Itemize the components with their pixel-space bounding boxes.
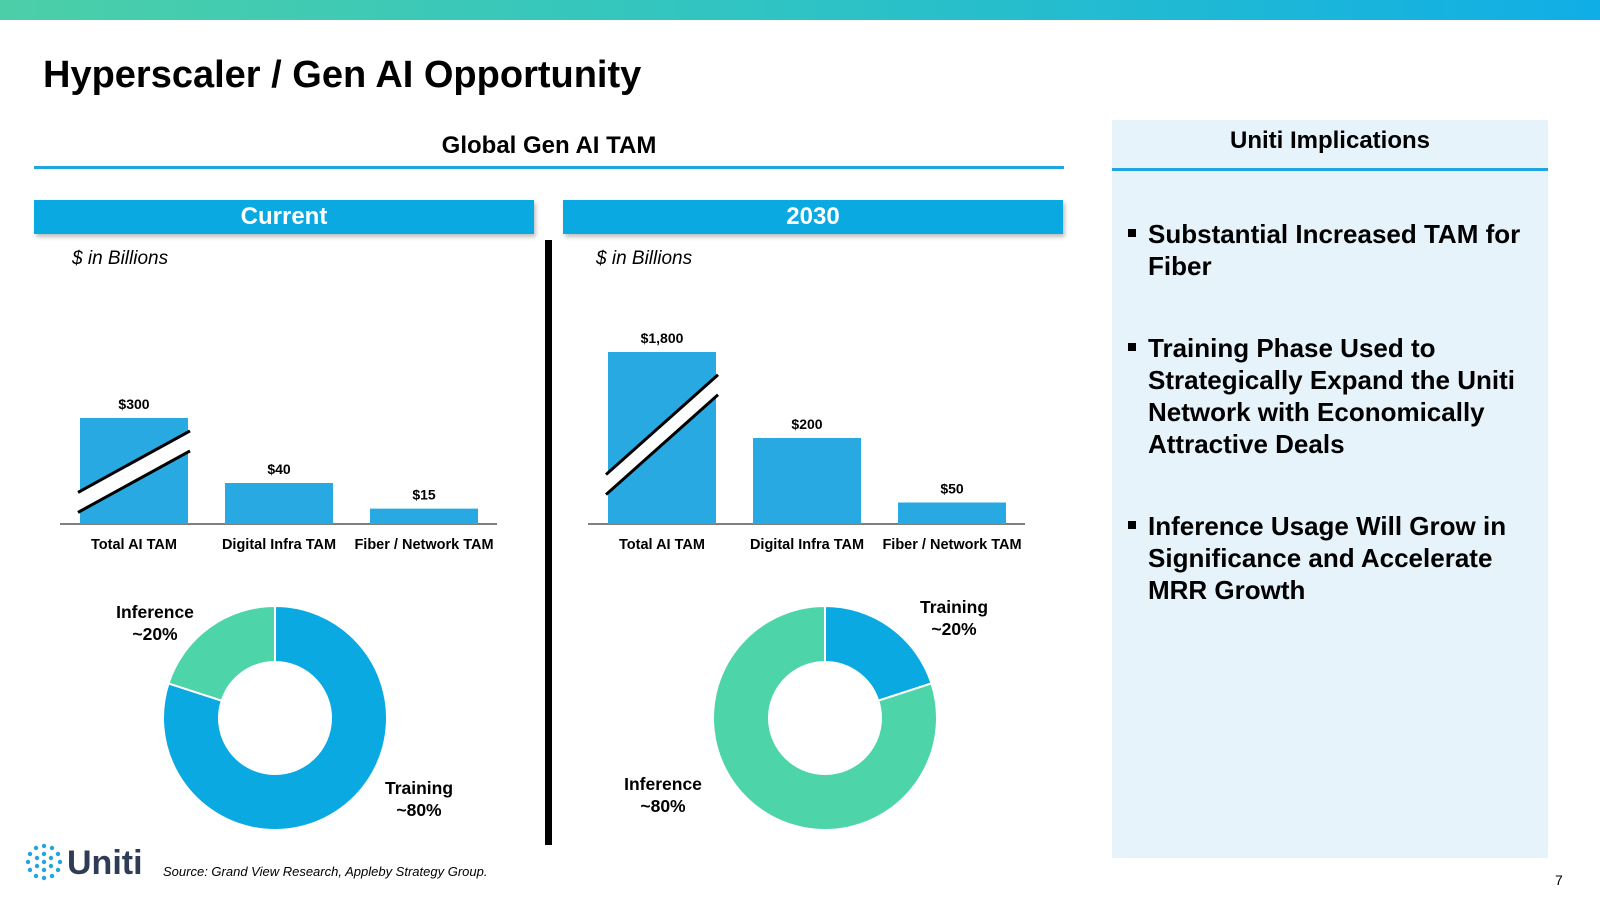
- axis-break-line: [77, 429, 191, 494]
- implication-item: Inference Usage Will Grow in Significanc…: [1128, 510, 1533, 606]
- bar-value-label: $300: [118, 396, 149, 412]
- bar-value-label: $15: [412, 487, 436, 503]
- current-bar-chart: $300 Total AI TAM $40 Digital Infra TAM $15 F…: [60, 396, 497, 553]
- implications-panel: [1112, 120, 1548, 858]
- current-donut-chart: Training~80% Inference~20%: [116, 602, 453, 831]
- category-label: Fiber / Network TAM: [354, 537, 493, 553]
- source-note: Source: Grand View Research, Appleby Str…: [163, 864, 488, 879]
- donut-slice: [167, 604, 276, 702]
- bar-value-label: $1,800: [641, 330, 684, 346]
- bullet-square-icon: [1128, 229, 1136, 237]
- implications-rule: [1112, 168, 1548, 171]
- category-label: Digital Infra TAM: [750, 537, 864, 553]
- donut-slice: [712, 604, 938, 831]
- bullet-square-icon: [1128, 521, 1136, 529]
- implication-text: Substantial Increased TAM for Fiber: [1148, 219, 1521, 281]
- axis-break-gap: [78, 430, 190, 513]
- bar: [753, 438, 861, 524]
- axis-break-line: [605, 373, 719, 476]
- axis-break-line: [605, 393, 719, 496]
- page-number: 7: [1555, 872, 1563, 888]
- bullet-square-icon: [1128, 343, 1136, 351]
- donut-slice-name: Training: [920, 597, 988, 617]
- axis-break-line: [77, 449, 191, 514]
- implication-text: Training Phase Used to Strategically Exp…: [1148, 333, 1515, 459]
- donut-slice: [824, 604, 933, 702]
- bar-value-label: $40: [267, 461, 291, 477]
- donut-slice: [162, 604, 388, 831]
- uniti-logo-icon: [25, 843, 63, 881]
- category-label: Fiber / Network TAM: [882, 537, 1021, 553]
- donut-slice-label: ~20%: [132, 624, 178, 644]
- category-label: Total AI TAM: [91, 537, 177, 553]
- donut-slice-label: ~80%: [396, 800, 442, 820]
- tam-section-header: Global Gen AI TAM: [441, 132, 657, 159]
- future-panel-header: 2030: [563, 200, 1063, 234]
- page-title: Hyperscaler / Gen AI Opportunity: [43, 54, 642, 96]
- current-units-label: $ in Billions: [72, 248, 169, 269]
- implication-item: Substantial Increased TAM for Fiber: [1128, 218, 1533, 282]
- implications-title: Uniti Implications: [1229, 127, 1430, 154]
- panel-divider: [545, 240, 552, 845]
- bar-value-label: $50: [940, 481, 964, 497]
- donut-slice-name: Inference: [624, 774, 702, 794]
- implication-text: Inference Usage Will Grow in Significanc…: [1148, 511, 1507, 605]
- future-units-label: $ in Billions: [596, 248, 693, 269]
- bar: [225, 483, 333, 524]
- implication-item: Training Phase Used to Strategically Exp…: [1128, 332, 1533, 460]
- bar: [898, 502, 1006, 524]
- donut-slice-label: ~80%: [640, 796, 686, 816]
- donut-slice-name: Inference: [116, 602, 194, 622]
- logo-wordmark: Uniti: [67, 844, 143, 882]
- category-label: Digital Infra TAM: [222, 537, 336, 553]
- current-panel-header: Current: [34, 200, 534, 234]
- donut-slice-name: Training: [385, 778, 453, 798]
- future-bar-chart: $1,800 Total AI TAM $200 Digital Infra TAM $…: [588, 330, 1025, 553]
- category-label: Total AI TAM: [619, 537, 705, 553]
- future-donut-chart: Training~20% Inference~80%: [624, 597, 988, 831]
- implications-list: Substantial Increased TAM for Fiber Trai…: [1128, 218, 1533, 656]
- axis-break-gap: [606, 374, 718, 495]
- donut-slice-label: ~20%: [931, 619, 977, 639]
- bar: [370, 508, 478, 524]
- tam-section-rule: [34, 166, 1064, 169]
- bar-value-label: $200: [791, 416, 822, 432]
- top-gradient-bar: [0, 0, 1600, 20]
